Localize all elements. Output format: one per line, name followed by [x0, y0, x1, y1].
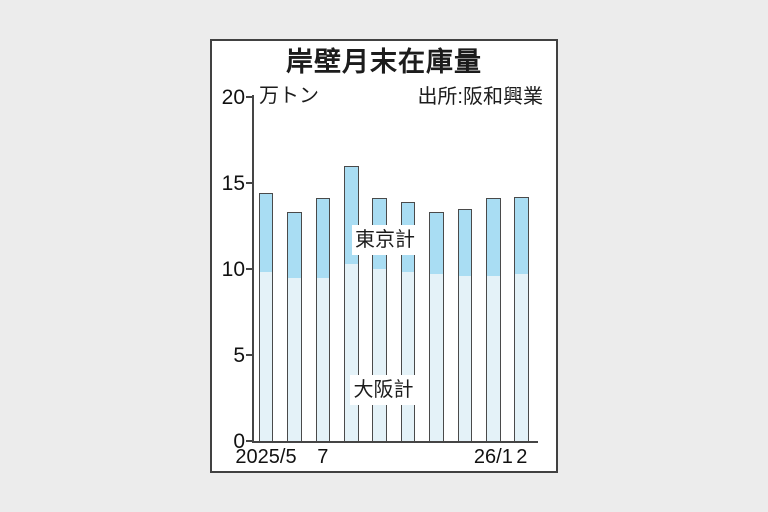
- bar-segment-osaka: [315, 277, 331, 441]
- chart-panel: 岸壁月末在庫量 万トン 出所:阪和興業 東京計 大阪計 0 5 10 15 20 2025…: [210, 39, 558, 473]
- x-tick-label: 2025/5: [235, 446, 297, 468]
- bar-segment-osaka: [486, 275, 501, 441]
- plot-area: 東京計 大阪計 0 5 10 15 20 2025/5 7 26/1 2: [212, 41, 556, 471]
- bar-segment-osaka: [400, 272, 416, 441]
- x-tick-label: 7: [317, 446, 329, 468]
- y-tick: [245, 182, 253, 184]
- source-label: 出所:阪和興業: [417, 86, 543, 108]
- x-tick-label: 2: [516, 446, 528, 468]
- x-axis: [252, 441, 538, 443]
- bar-segment-osaka: [457, 275, 473, 441]
- y-tick-label: 15: [221, 172, 245, 195]
- tokyo-series-label: 東京計: [352, 225, 418, 255]
- bar-segment-tokyo: [514, 196, 530, 276]
- y-tick: [245, 96, 253, 98]
- y-tick: [245, 268, 253, 270]
- chart-title: 岸壁月末在庫量: [286, 47, 482, 77]
- bar-segment-osaka: [287, 277, 302, 441]
- bar-segment-tokyo: [315, 198, 331, 280]
- bar-segment-tokyo: [457, 208, 473, 278]
- bar-segment-osaka: [514, 274, 530, 441]
- y-axis: [251, 95, 254, 443]
- bar-segment-tokyo: [258, 193, 274, 274]
- osaka-series-label: 大阪計: [350, 375, 417, 405]
- y-tick: [245, 354, 253, 356]
- bar-segment-tokyo: [429, 212, 444, 276]
- bar-segment-osaka: [372, 269, 387, 441]
- y-tick-label: 20: [221, 86, 245, 109]
- bar-segment-osaka: [429, 274, 444, 441]
- y-tick-label: 10: [221, 258, 245, 281]
- bar-segment-osaka: [258, 272, 274, 441]
- y-axis-unit-label: 万トン: [259, 85, 319, 107]
- bar-segment-tokyo: [486, 198, 501, 278]
- bar-segment-tokyo: [287, 212, 302, 280]
- bar-segment-osaka: [343, 263, 359, 441]
- y-tick: [245, 440, 253, 442]
- x-tick-label: 26/1: [473, 446, 513, 468]
- y-tick-label: 0: [233, 430, 245, 453]
- y-tick-label: 5: [233, 344, 245, 367]
